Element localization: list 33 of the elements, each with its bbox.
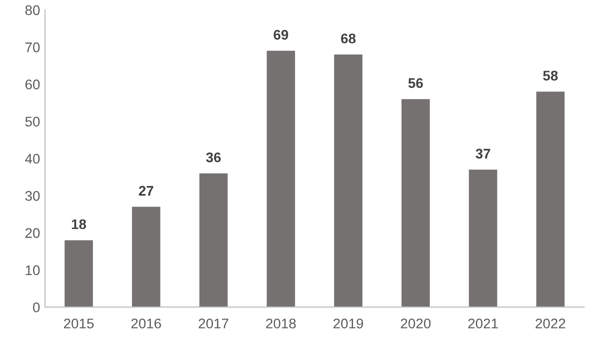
x-tick-label: 2019	[334, 318, 364, 328]
y-tick-label: 60	[25, 80, 40, 90]
data-label: 69	[274, 30, 288, 40]
x-tick-label: 2016	[131, 318, 161, 328]
y-tick-label: 40	[25, 154, 40, 164]
bar	[64, 240, 93, 308]
x-tick-label: 2021	[468, 318, 498, 328]
data-label: 56	[408, 78, 423, 88]
bar	[536, 92, 565, 308]
y-tick-label: 70	[25, 42, 40, 52]
x-tick-label: 2020	[400, 318, 431, 328]
x-tick-label: 2018	[266, 318, 296, 328]
data-label: 37	[476, 148, 490, 159]
bar	[199, 173, 228, 308]
data-label: 36	[206, 152, 221, 162]
y-tick-label: 0	[33, 302, 40, 312]
bar	[334, 54, 362, 308]
x-tick-label: 2017	[198, 318, 228, 328]
bar	[266, 50, 296, 308]
y-tick-label: 20	[25, 228, 40, 238]
bar	[132, 206, 160, 308]
data-label: 18	[72, 219, 86, 230]
data-label: 58	[543, 70, 558, 81]
data-label: 68	[341, 34, 356, 44]
y-tick-label: 80	[25, 5, 40, 16]
x-tick-label: 2022	[536, 318, 566, 328]
y-tick-label: 30	[25, 191, 40, 201]
y-tick-label: 50	[25, 116, 40, 127]
bar	[468, 170, 498, 308]
data-label: 27	[138, 186, 154, 196]
bar	[402, 99, 430, 308]
x-tick-label: 2015	[64, 318, 94, 328]
y-tick-label: 10	[26, 265, 40, 276]
